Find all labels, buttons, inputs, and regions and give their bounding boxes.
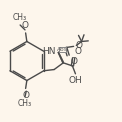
Text: O: O [23,91,30,100]
FancyBboxPatch shape [59,47,66,52]
Text: OH: OH [69,76,82,85]
Text: CH₃: CH₃ [18,99,32,108]
Text: O: O [21,21,29,30]
Text: HN: HN [42,47,55,56]
Text: CH₃: CH₃ [12,13,27,22]
Text: O: O [70,57,77,66]
Polygon shape [58,52,64,63]
Text: O: O [74,47,81,56]
Text: O: O [75,41,82,50]
Text: Abs: Abs [57,47,68,52]
